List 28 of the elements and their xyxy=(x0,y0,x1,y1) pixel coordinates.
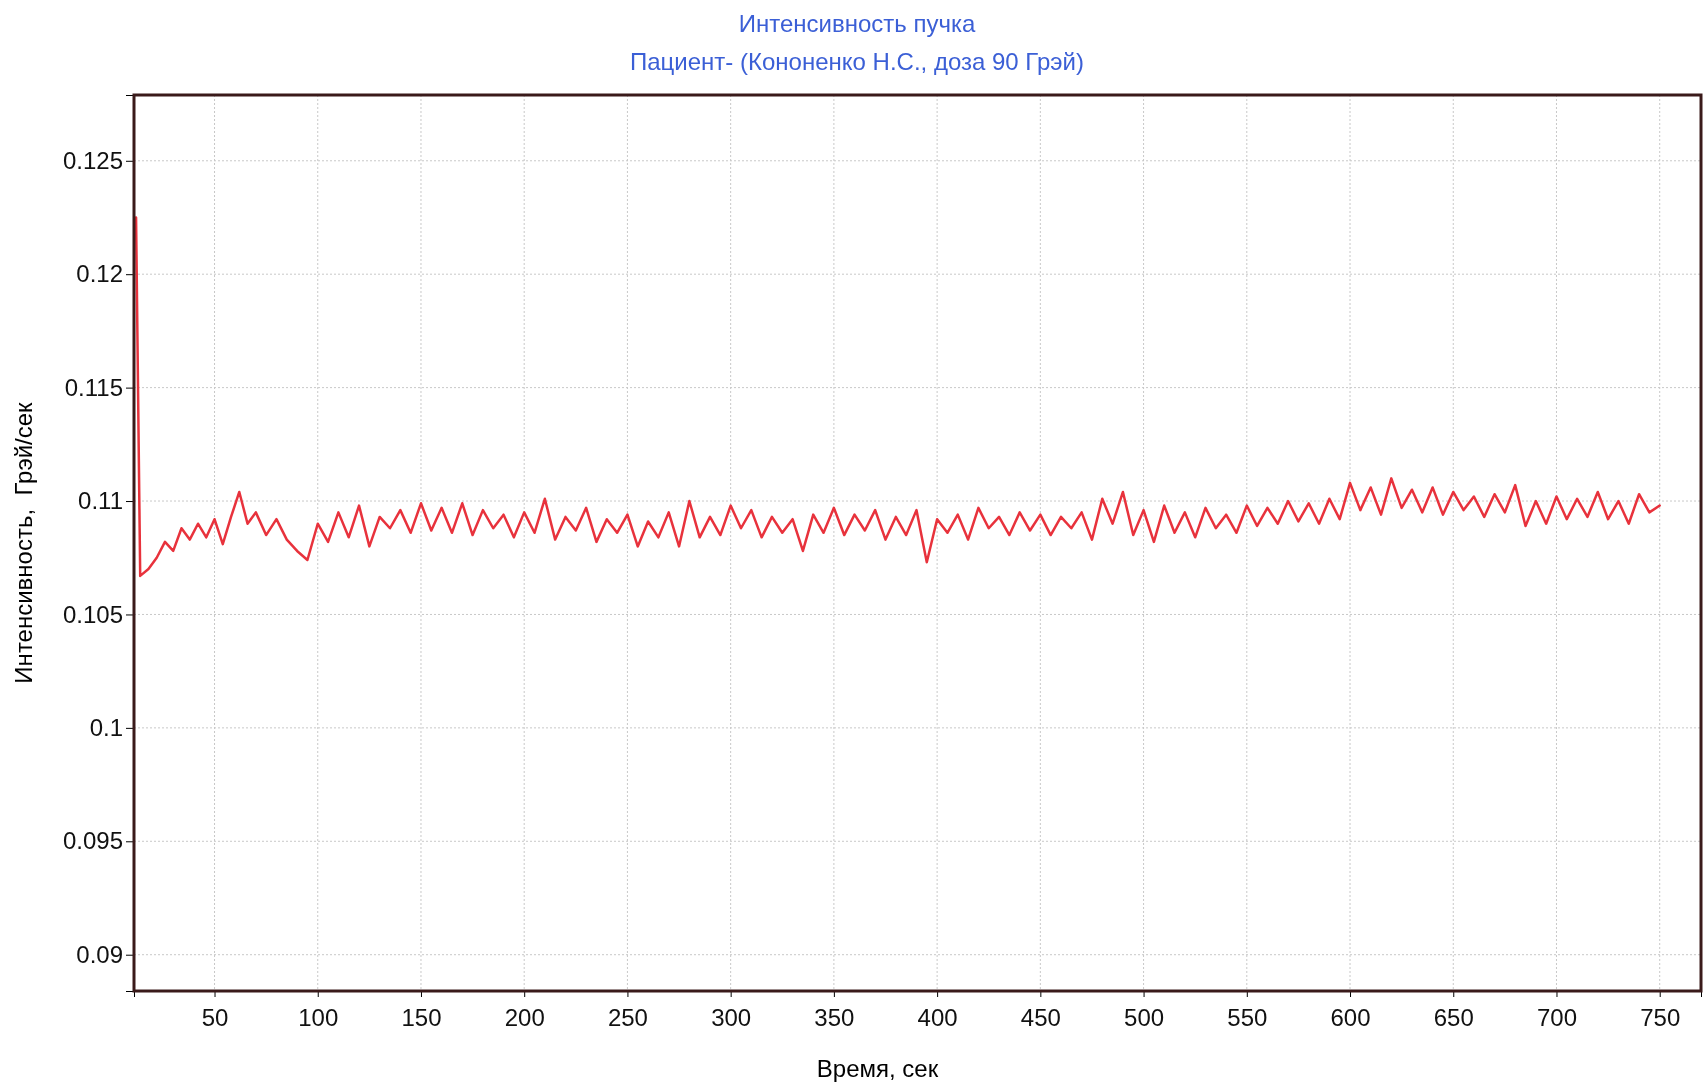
y-tick-label: 0.115 xyxy=(64,373,123,401)
x-tick-label: 650 xyxy=(1433,1004,1474,1032)
x-tick-label: 600 xyxy=(1330,1004,1371,1032)
y-tick-label: 0.125 xyxy=(62,146,123,174)
x-tick-label: 450 xyxy=(1020,1004,1061,1032)
y-tick-label: 0.095 xyxy=(62,827,123,855)
x-tick-label: 50 xyxy=(201,1004,229,1032)
chart-title: Интенсивность пучка xyxy=(738,10,976,37)
x-tick-label: 550 xyxy=(1227,1004,1268,1032)
x-tick-label: 300 xyxy=(711,1004,752,1032)
x-tick-label: 250 xyxy=(607,1004,648,1032)
x-tick-label: 150 xyxy=(401,1004,442,1032)
y-tick-label: 0.105 xyxy=(62,600,123,628)
y-tick-label: 0.12 xyxy=(76,260,123,288)
x-axis-title: Время, сек xyxy=(816,1055,939,1082)
x-tick-label: 350 xyxy=(814,1004,855,1032)
x-tick-label: 500 xyxy=(1124,1004,1165,1032)
x-tick-label: 200 xyxy=(504,1004,545,1032)
y-tick-label: 0.1 xyxy=(89,714,123,742)
y-tick-label: 0.09 xyxy=(76,940,123,968)
x-tick-label: 750 xyxy=(1640,1004,1681,1032)
line-series xyxy=(134,216,1661,578)
y-axis-title: Интенсивность, Грэй/сек xyxy=(10,401,37,684)
y-tick-label: 0.11 xyxy=(78,487,123,515)
x-tick-label: 700 xyxy=(1536,1004,1577,1032)
chart-subtitle: Пациент- (Кононенко Н.С., доза 90 Грэй) xyxy=(629,48,1085,75)
x-tick-label: 100 xyxy=(298,1004,339,1032)
x-tick-label: 400 xyxy=(917,1004,958,1032)
